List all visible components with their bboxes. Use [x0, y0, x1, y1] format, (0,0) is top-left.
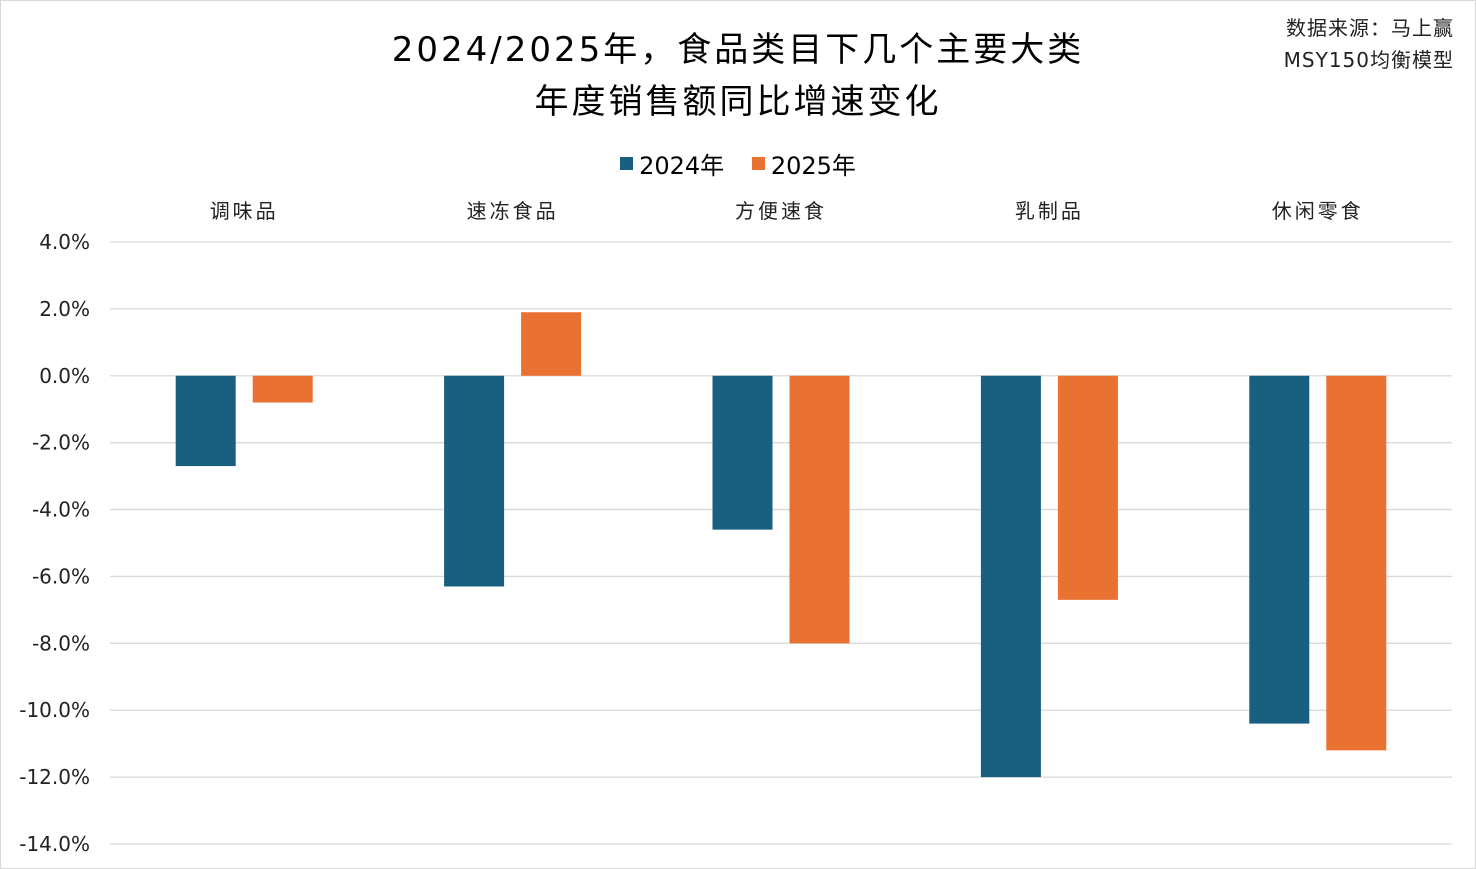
bar-2025年-调味品: [252, 375, 313, 403]
category-label: 休闲零食: [1272, 199, 1364, 223]
source-line2: MSY150均衡模型: [1283, 48, 1454, 72]
legend-swatch: [751, 157, 765, 170]
y-tick-label: -12.0%: [19, 765, 90, 789]
chart-title-line2: 年度销售额同比增速变化: [534, 82, 942, 122]
legend-swatch: [620, 157, 634, 170]
y-tick-label: -14.0%: [19, 832, 90, 856]
legend-item-2024: 2024年: [620, 146, 724, 181]
bar-2025年-速冻食品: [521, 312, 582, 376]
bar-2024年-调味品: [175, 375, 236, 467]
legend-item-2025: 2025年: [751, 146, 856, 181]
bar-2024年-休闲零食: [1249, 375, 1310, 724]
category-label: 方便速食: [735, 199, 827, 223]
y-tick-label: 0.0%: [39, 364, 90, 388]
bar-2024年-速冻食品: [444, 375, 505, 587]
y-tick-label: 4.0%: [39, 230, 90, 254]
bar-2024年-方便速食: [712, 375, 773, 530]
y-tick-label: -8.0%: [32, 631, 90, 655]
y-tick-label: 2.0%: [39, 297, 90, 321]
legend: 2024年 2025年: [0, 146, 1476, 181]
chart-title-line1: 2024/2025年，食品类目下几个主要大类: [391, 30, 1085, 70]
category-label: 乳制品: [1015, 199, 1084, 223]
category-label: 速冻食品: [467, 199, 559, 223]
category-label: 调味品: [210, 199, 279, 223]
bar-2025年-方便速食: [789, 375, 850, 644]
source-line1: 数据来源：马上赢: [1286, 16, 1454, 40]
bar-2025年-休闲零食: [1326, 375, 1387, 751]
y-tick-label: -2.0%: [32, 431, 90, 455]
y-tick-label: -4.0%: [32, 498, 90, 522]
y-tick-label: -6.0%: [32, 564, 90, 588]
bar-2024年-乳制品: [980, 375, 1041, 778]
y-tick-label: -10.0%: [19, 698, 90, 722]
bar-2025年-乳制品: [1057, 375, 1118, 600]
